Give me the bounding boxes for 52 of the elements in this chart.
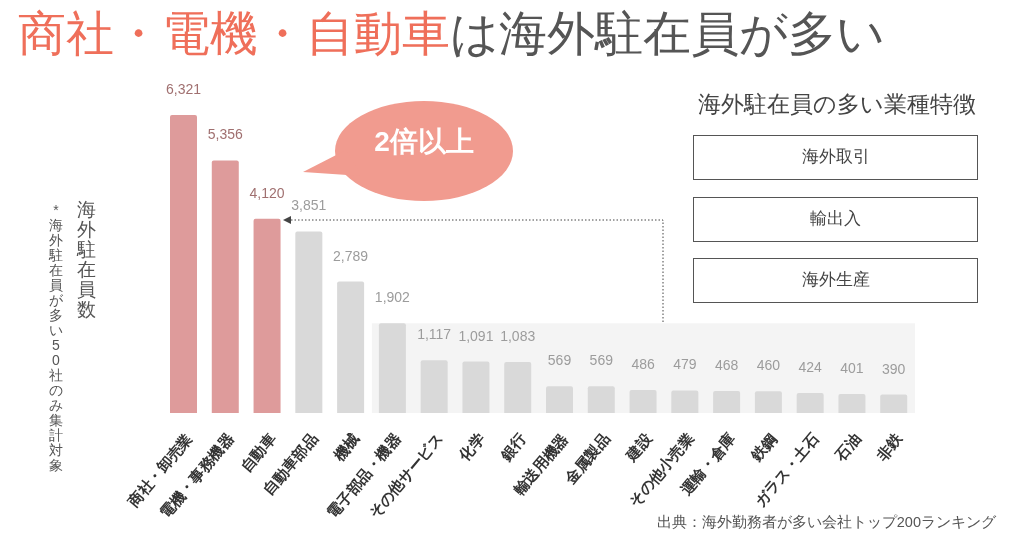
- data-label: 424: [798, 359, 823, 376]
- data-label: 1,083: [500, 327, 536, 344]
- bar: [420, 360, 448, 413]
- bar: [337, 281, 365, 413]
- bar: [671, 390, 699, 413]
- data-label: 486: [631, 356, 655, 373]
- x-tick-label: 石油: [830, 430, 864, 465]
- bar: [295, 231, 323, 413]
- annotation: 輸出入: [809, 207, 862, 230]
- x-tick-label: 銀行: [496, 430, 530, 465]
- bar: [462, 361, 490, 413]
- bar: [253, 218, 281, 413]
- data-label: 6,321: [165, 81, 202, 97]
- bar: [838, 394, 866, 413]
- data-label: 1,091: [458, 327, 494, 344]
- x-tick-label: 非鉄: [872, 429, 907, 465]
- data-label: 569: [589, 352, 614, 369]
- text: 海外駐在員の多い業種特徴: [697, 90, 977, 118]
- y-axis-title: 海外駐在員数: [76, 199, 97, 320]
- text: *海外駐在員が多い50社のみ集計対象: [49, 202, 63, 473]
- data-label: 479: [673, 356, 697, 373]
- bar: [629, 390, 657, 413]
- data-label: 1,117: [417, 326, 452, 343]
- annotation: 海外生産: [800, 269, 871, 291]
- annotation: 海外取引: [800, 146, 871, 168]
- data-label: 460: [756, 357, 781, 374]
- bar: [546, 386, 573, 413]
- bar: [211, 160, 239, 413]
- bar: [880, 394, 908, 413]
- bar: [587, 386, 615, 413]
- bar: [713, 390, 741, 413]
- data-label: 2,789: [333, 247, 369, 264]
- bar: [378, 323, 406, 413]
- bar: [754, 391, 782, 413]
- chart-title: 商社・電機・自動車は海外駐在員が多い: [18, 7, 885, 60]
- x-tick-label: 鉄鋼: [747, 430, 781, 465]
- data-label: 1,902: [374, 289, 411, 306]
- data-label: 468: [714, 356, 739, 373]
- source-note: 出典：海外勤務者が多い会社トップ200ランキング: [656, 513, 996, 532]
- data-label: 3,851: [291, 197, 327, 214]
- data-label: 569: [547, 352, 572, 369]
- x-tick-label: 機械: [329, 430, 363, 465]
- x-tick-label: 建設: [621, 429, 656, 465]
- x-tick-label: 化学: [454, 430, 488, 465]
- annotation: 2倍以上: [373, 125, 475, 159]
- bar: [796, 393, 824, 413]
- data-label: 4,120: [249, 184, 285, 201]
- data-label: 401: [840, 360, 864, 377]
- data-label: 390: [882, 360, 906, 377]
- bar: [170, 115, 197, 413]
- bar: [504, 361, 532, 413]
- data-label: 5,356: [207, 126, 243, 143]
